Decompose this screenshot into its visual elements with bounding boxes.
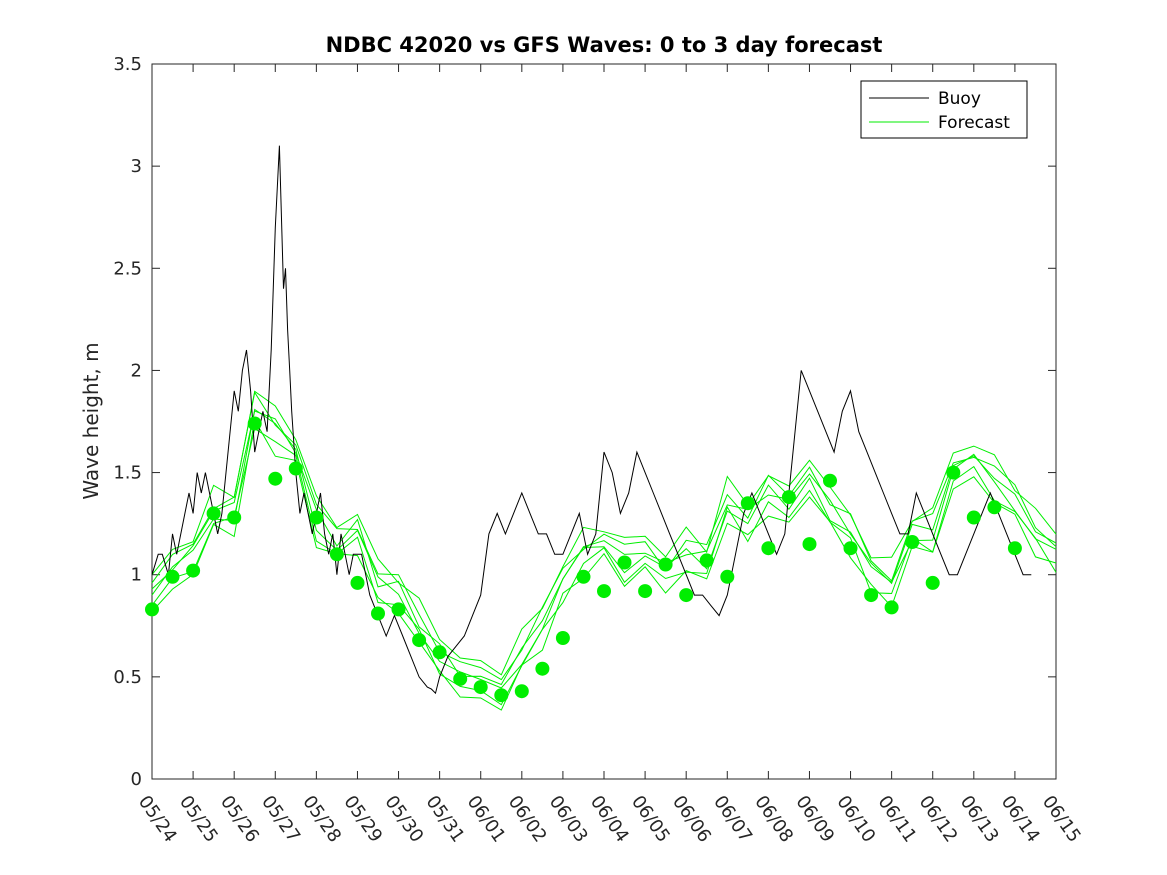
forecast-marker — [823, 473, 837, 488]
forecast-marker — [206, 506, 221, 521]
forecast-marker — [802, 537, 817, 552]
forecast-marker — [432, 645, 447, 660]
y-tick-label: 1.5 — [113, 463, 142, 484]
forecast-marker — [309, 510, 324, 525]
legend-buoy-label: Buoy — [938, 89, 981, 109]
forecast-marker — [987, 500, 1002, 515]
y-axis-label: Wave height, m — [79, 342, 103, 499]
y-tick-label: 3.5 — [113, 54, 142, 75]
y-tick-label: 2.5 — [113, 258, 142, 279]
y-tick-label: 2 — [131, 360, 142, 381]
forecast-marker — [740, 496, 755, 511]
forecast-marker — [535, 661, 550, 676]
forecast-marker — [781, 490, 796, 505]
forecast-marker — [371, 606, 385, 621]
forecast-marker — [268, 471, 283, 486]
forecast-marker — [514, 684, 529, 699]
forecast-marker — [350, 575, 365, 590]
forecast-marker — [247, 416, 262, 431]
forecast-marker — [145, 602, 159, 617]
forecast-marker — [679, 588, 694, 603]
forecast-ensemble-line — [151, 427, 1057, 706]
legend-forecast-label: Forecast — [938, 113, 1010, 133]
legend: Buoy Forecast — [860, 80, 1028, 139]
forecast-marker — [1007, 541, 1022, 556]
forecast-marker — [946, 465, 961, 480]
forecast-marker — [165, 569, 180, 584]
forecast-marker — [925, 575, 940, 590]
forecast-marker — [864, 588, 879, 603]
forecast-marker — [227, 510, 242, 525]
forecast-marker — [391, 602, 406, 617]
forecast-ensemble-line — [151, 410, 1057, 686]
forecast-marker — [555, 631, 570, 645]
forecast-marker — [412, 633, 427, 648]
y-tick-label: 0.5 — [113, 667, 142, 688]
forecast-marker — [761, 541, 776, 556]
forecast-marker — [884, 600, 899, 615]
forecast-marker — [186, 563, 201, 578]
forecast-marker — [576, 569, 591, 584]
forecast-marker — [329, 547, 344, 562]
forecast-marker — [699, 553, 714, 568]
forecast-marker — [843, 541, 858, 556]
forecast-marker — [473, 680, 488, 695]
legend-box — [860, 80, 1028, 139]
forecast-marker — [658, 557, 673, 572]
forecast-marker — [494, 688, 509, 703]
chart-title: NDBC 42020 vs GFS Waves: 0 to 3 day fore… — [326, 33, 883, 57]
forecast-marker — [720, 569, 735, 584]
forecast-marker — [617, 555, 632, 570]
y-tick-label: 1 — [131, 565, 142, 586]
forecast-ensemble-line — [151, 418, 1057, 711]
forecast-marker — [966, 510, 981, 525]
forecast-marker — [288, 461, 303, 476]
y-tick-label: 0 — [131, 769, 142, 790]
y-tick-label: 3 — [131, 156, 142, 177]
forecast-marker — [453, 671, 468, 686]
buoy-line — [151, 145, 1032, 695]
forecast-line — [151, 408, 1057, 689]
forecast-marker — [905, 535, 920, 549]
forecast-marker — [638, 584, 653, 599]
forecast-marker — [597, 584, 611, 599]
